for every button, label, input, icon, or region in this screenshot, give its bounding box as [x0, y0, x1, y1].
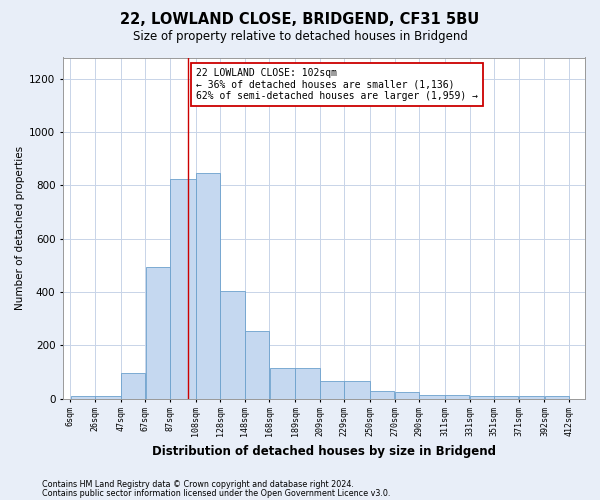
- Text: Contains public sector information licensed under the Open Government Licence v3: Contains public sector information licen…: [42, 488, 391, 498]
- Bar: [71, 396, 95, 398]
- Bar: [494, 396, 518, 398]
- Bar: [146, 266, 170, 398]
- Bar: [320, 381, 344, 398]
- Bar: [344, 381, 370, 398]
- Bar: [419, 394, 445, 398]
- Bar: [470, 396, 494, 398]
- Bar: [519, 396, 544, 398]
- Bar: [445, 394, 469, 398]
- Bar: [121, 373, 145, 398]
- Text: Size of property relative to detached houses in Bridgend: Size of property relative to detached ho…: [133, 30, 467, 43]
- Bar: [395, 392, 419, 398]
- Bar: [295, 368, 320, 398]
- Text: 22, LOWLAND CLOSE, BRIDGEND, CF31 5BU: 22, LOWLAND CLOSE, BRIDGEND, CF31 5BU: [121, 12, 479, 28]
- Bar: [545, 396, 569, 398]
- Bar: [245, 330, 269, 398]
- Bar: [95, 396, 121, 398]
- Bar: [370, 390, 394, 398]
- X-axis label: Distribution of detached houses by size in Bridgend: Distribution of detached houses by size …: [152, 444, 496, 458]
- Bar: [196, 174, 220, 398]
- Text: Contains HM Land Registry data © Crown copyright and database right 2024.: Contains HM Land Registry data © Crown c…: [42, 480, 354, 489]
- Text: 22 LOWLAND CLOSE: 102sqm
← 36% of detached houses are smaller (1,136)
62% of sem: 22 LOWLAND CLOSE: 102sqm ← 36% of detach…: [196, 68, 478, 102]
- Y-axis label: Number of detached properties: Number of detached properties: [15, 146, 25, 310]
- Bar: [220, 290, 245, 399]
- Bar: [269, 368, 295, 398]
- Bar: [170, 178, 196, 398]
